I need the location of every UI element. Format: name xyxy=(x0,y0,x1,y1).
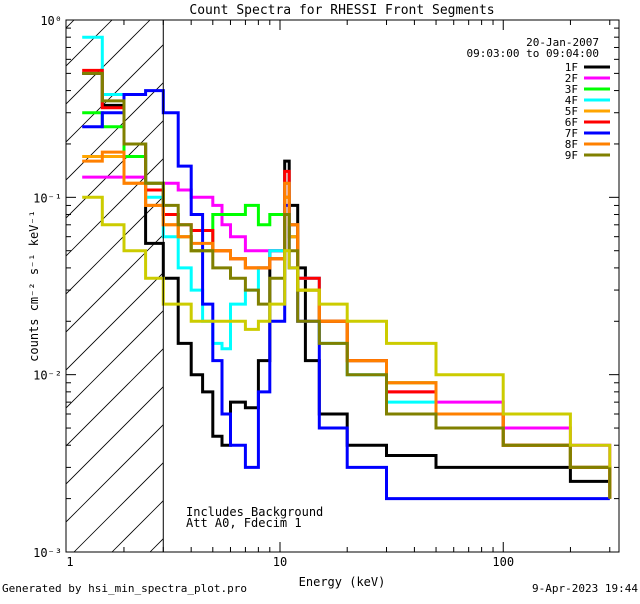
axis-ticks: 1 10 100 10⁰ 10⁻¹ 10⁻² 10⁻³ xyxy=(33,14,619,569)
series-line-7F xyxy=(82,89,610,501)
hatch-line xyxy=(66,386,164,485)
hatch-line xyxy=(66,158,164,257)
hatch-line xyxy=(66,272,164,371)
legend-label-8F: 8F xyxy=(565,138,578,151)
x-axis-label: Energy (keV) xyxy=(299,575,386,589)
series-line-extra-9 xyxy=(82,195,612,468)
y-tick-label: 10⁻³ xyxy=(33,546,62,560)
hatch-line xyxy=(416,0,640,552)
hatch-line xyxy=(66,44,164,143)
hatch-line xyxy=(66,20,113,67)
legend-label-6F: 6F xyxy=(565,116,578,129)
date-label: 20-Jan-2007 xyxy=(526,36,599,49)
hatch-line xyxy=(66,234,164,333)
hatch-line xyxy=(454,0,640,552)
y-tick-label: 10⁰ xyxy=(40,14,62,28)
generated-by-label: Generated by hsi_min_spectra_plot.pro xyxy=(2,582,248,595)
hatch-line xyxy=(530,0,640,552)
hatch-line xyxy=(66,120,164,219)
hatch-line xyxy=(73,462,164,552)
hatch-line xyxy=(302,0,640,552)
legend-label-3F: 3F xyxy=(565,83,578,96)
y-tick-label: 10⁻² xyxy=(33,369,62,383)
legend-label-7F: 7F xyxy=(565,127,578,140)
annotation-background: Includes Background xyxy=(186,505,323,519)
hatch-line xyxy=(66,20,151,105)
plot-frame xyxy=(65,19,620,553)
hatch-line xyxy=(0,0,104,552)
chart-title: Count Spectra for RHESSI Front Segments xyxy=(189,3,494,18)
timestamp-label: 9-Apr-2023 19:44 xyxy=(532,582,638,595)
y-axis-label: counts cm⁻² s⁻¹ keV⁻¹ xyxy=(27,210,41,362)
legend-label-5F: 5F xyxy=(565,105,578,118)
time-range-label: 09:03:00 to 09:04:00 xyxy=(467,47,599,60)
hatch-line xyxy=(66,20,75,29)
series-line-8F xyxy=(82,150,612,499)
hatch-line xyxy=(568,0,640,552)
legend-label-4F: 4F xyxy=(565,94,578,107)
hatch-line xyxy=(66,310,164,409)
y-tick-label: 10⁻¹ xyxy=(33,191,62,205)
hatch-line xyxy=(378,0,640,552)
hatch-line xyxy=(66,424,164,523)
hatch-line xyxy=(264,0,640,552)
annotation-attenuator: Att A0, Fdecim 1 xyxy=(186,516,302,530)
legend-label-1F: 1F xyxy=(565,61,578,74)
x-tick-label: 1 xyxy=(66,555,73,569)
x-tick-label: 100 xyxy=(492,555,514,569)
legend-label-2F: 2F xyxy=(565,72,578,85)
hatch-line xyxy=(66,196,164,295)
legend-label-9F: 9F xyxy=(565,149,578,162)
x-tick-label: 10 xyxy=(273,555,287,569)
series-layer xyxy=(82,35,612,501)
hatched-region xyxy=(0,0,640,552)
